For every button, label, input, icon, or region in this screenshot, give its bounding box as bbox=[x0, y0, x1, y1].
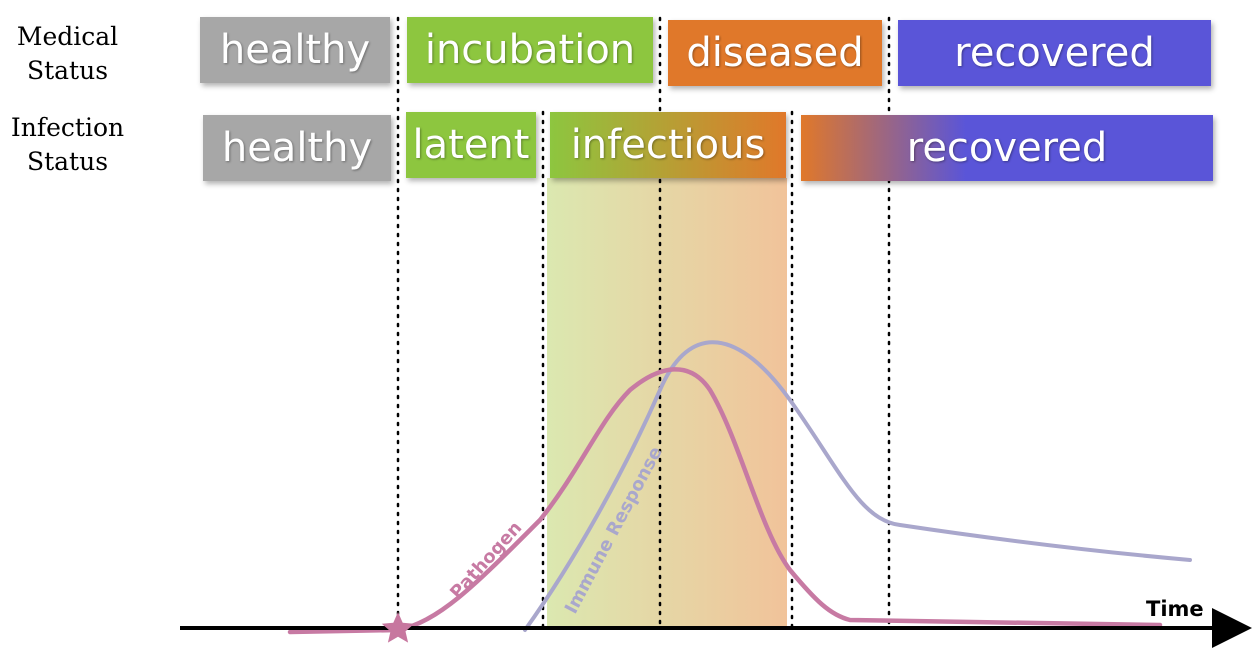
pathogen-label: Pathogen bbox=[446, 518, 526, 604]
medical-stage-healthy: healthy bbox=[200, 17, 390, 83]
infection-stage-healthy: healthy bbox=[203, 115, 391, 181]
medical-stage-recovered: recovered bbox=[898, 20, 1211, 86]
infection-event-star-icon bbox=[381, 612, 415, 643]
infection-stage-latent: latent bbox=[406, 112, 536, 178]
medical-stage-diseased: diseased bbox=[668, 20, 882, 86]
pathogen-curve bbox=[287, 367, 1163, 635]
infection-stage-recovered: recovered bbox=[801, 115, 1213, 181]
medical-status-label: Medical Status bbox=[16, 22, 119, 85]
infection-status-label: Infection Status bbox=[10, 113, 125, 176]
medical-stage-incubation: incubation bbox=[407, 17, 653, 83]
infection-stage-infectious: infectious bbox=[550, 112, 786, 178]
time-axis-label: Time bbox=[1146, 597, 1204, 621]
infectious-period-band bbox=[547, 178, 787, 626]
immune-response-curve bbox=[523, 340, 1192, 632]
